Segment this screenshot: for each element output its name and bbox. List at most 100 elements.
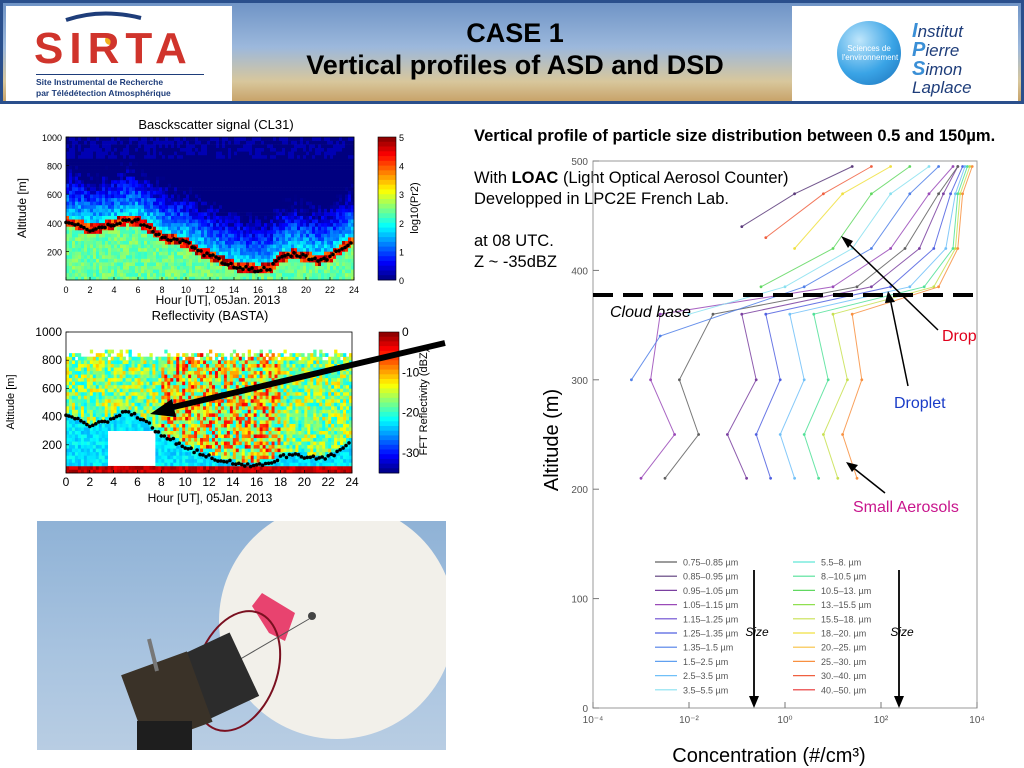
heat-cell xyxy=(231,219,235,224)
heat-cell xyxy=(90,194,94,199)
heat-cell xyxy=(207,229,211,234)
heat-cell xyxy=(201,194,205,199)
heat-cell xyxy=(330,212,334,216)
heat-cell xyxy=(138,262,142,267)
heat-cell xyxy=(315,212,319,216)
heat-cell xyxy=(129,140,133,145)
heat-cell xyxy=(123,212,127,216)
heat-cell xyxy=(294,158,298,163)
heat-cell xyxy=(66,458,70,463)
heat-cell xyxy=(164,451,168,456)
x-tick-label: 4 xyxy=(111,285,116,295)
heat-cell xyxy=(222,244,226,249)
heat-cell xyxy=(339,201,343,206)
heat-cell xyxy=(243,254,247,259)
heat-cell xyxy=(201,219,205,224)
heat-cell xyxy=(81,265,85,270)
heat-cell xyxy=(306,237,310,241)
heat-cell xyxy=(80,402,85,407)
heat-cell xyxy=(147,215,151,220)
heat-cell xyxy=(96,147,100,152)
heat-cell xyxy=(89,388,94,393)
colorbar-step xyxy=(378,141,396,147)
heat-cell xyxy=(123,244,127,249)
heat-cell xyxy=(113,402,117,407)
heat-cell xyxy=(75,226,79,231)
heat-cell xyxy=(135,265,139,270)
heat-cell xyxy=(114,251,118,256)
heat-cell xyxy=(165,154,169,159)
heat-cell xyxy=(285,165,289,170)
heat-cell xyxy=(111,201,115,206)
heat-cell xyxy=(222,187,226,191)
heat-cell xyxy=(110,402,114,407)
heat-cell xyxy=(255,183,259,188)
heat-cell xyxy=(312,169,316,174)
heat-cell xyxy=(155,455,159,460)
heat-cell xyxy=(198,147,202,152)
heat-cell xyxy=(276,144,280,149)
heat-cell xyxy=(288,222,292,227)
heat-cell xyxy=(327,187,331,191)
heat-cell xyxy=(83,441,88,446)
heat-cell xyxy=(327,233,331,238)
heat-cell xyxy=(122,370,126,375)
heat-cell xyxy=(156,219,160,224)
heat-cell xyxy=(78,204,82,209)
heat-cell xyxy=(126,169,130,174)
heat-cell xyxy=(321,183,325,188)
heat-cell xyxy=(258,262,262,267)
heat-cell xyxy=(138,215,142,220)
heat-cell xyxy=(159,172,163,177)
heat-cell xyxy=(81,276,85,281)
heat-cell xyxy=(276,240,280,245)
heat-cell xyxy=(93,233,97,238)
heat-cell xyxy=(140,420,144,424)
heat-cell xyxy=(267,190,271,195)
heat-cell xyxy=(177,212,181,216)
heat-cell xyxy=(183,276,187,281)
heat-cell xyxy=(255,154,259,159)
heat-cell xyxy=(71,462,76,467)
heat-cell xyxy=(153,219,157,224)
heat-cell xyxy=(87,222,91,227)
heat-cell xyxy=(123,144,127,149)
heat-cell xyxy=(96,215,100,220)
heat-cell xyxy=(300,208,304,213)
heat-cell xyxy=(135,272,139,277)
heat-cell xyxy=(252,147,256,152)
heat-cell xyxy=(113,374,117,379)
heat-cell xyxy=(101,353,106,357)
heat-cell xyxy=(161,416,165,421)
heat-cell xyxy=(119,349,123,354)
heat-cell xyxy=(228,187,232,191)
heat-cell xyxy=(204,272,208,277)
heat-cell xyxy=(74,434,79,439)
heat-cell xyxy=(123,179,127,184)
heat-cell xyxy=(303,269,307,274)
heat-cell xyxy=(270,190,274,195)
heat-cell xyxy=(264,183,268,188)
heat-cell xyxy=(243,222,247,227)
heat-cell xyxy=(171,272,175,277)
heat-cell xyxy=(261,176,265,181)
heat-cell xyxy=(150,237,154,241)
heat-cell xyxy=(315,272,319,277)
heat-cell xyxy=(234,179,238,184)
heat-cell xyxy=(234,229,238,234)
heat-cell xyxy=(113,423,117,428)
heat-cell xyxy=(204,144,208,149)
heat-cell xyxy=(351,254,355,259)
heat-cell xyxy=(204,247,208,252)
heat-cell xyxy=(303,172,307,177)
heat-cell xyxy=(210,212,214,216)
heat-cell xyxy=(192,265,196,270)
heat-cell xyxy=(264,172,268,177)
heat-cell xyxy=(267,165,271,170)
heat-cell xyxy=(150,269,154,274)
heat-cell xyxy=(339,222,343,227)
heat-cell xyxy=(348,258,352,263)
heat-cell xyxy=(276,140,280,145)
heat-cell xyxy=(72,208,76,213)
heat-cell xyxy=(252,262,256,267)
